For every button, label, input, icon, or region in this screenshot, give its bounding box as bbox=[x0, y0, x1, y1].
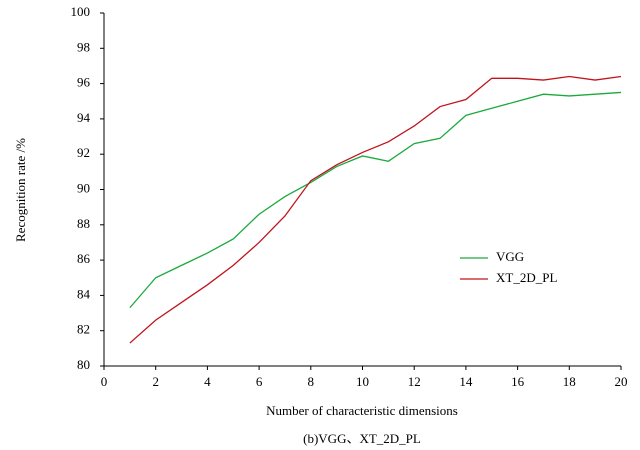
x-tick-label: 10 bbox=[356, 374, 369, 389]
y-tick-label: 96 bbox=[77, 75, 91, 90]
legend-label: VGG bbox=[496, 249, 524, 264]
x-tick-label: 16 bbox=[511, 374, 525, 389]
y-tick-label: 98 bbox=[77, 39, 90, 54]
series-line bbox=[129, 75, 622, 344]
x-tick-label: 8 bbox=[308, 374, 315, 389]
y-tick-label: 100 bbox=[71, 4, 91, 19]
x-tick-label: 20 bbox=[615, 374, 628, 389]
x-tick-label: 0 bbox=[101, 374, 108, 389]
y-tick-label: 84 bbox=[77, 286, 91, 301]
y-tick-label: 92 bbox=[77, 145, 90, 160]
x-tick-label: 6 bbox=[256, 374, 263, 389]
y-tick-label: 80 bbox=[77, 357, 90, 372]
x-tick-label: 18 bbox=[563, 374, 576, 389]
y-tick-label: 82 bbox=[77, 322, 90, 337]
x-tick-label: 14 bbox=[459, 374, 473, 389]
y-tick-label: 94 bbox=[77, 110, 91, 125]
x-axis-label: Number of characteristic dimensions bbox=[266, 403, 458, 418]
y-tick-label: 90 bbox=[77, 180, 90, 195]
x-tick-label: 12 bbox=[408, 374, 421, 389]
series-line bbox=[129, 91, 622, 309]
y-tick-label: 88 bbox=[77, 216, 90, 231]
legend-label: XT_2D_PL bbox=[496, 270, 557, 285]
y-tick-label: 86 bbox=[77, 251, 91, 266]
x-tick-label: 2 bbox=[152, 374, 159, 389]
x-tick-label: 4 bbox=[204, 374, 211, 389]
y-axis-label: Recognition rate /% bbox=[13, 138, 28, 242]
caption: (b)VGG、XT_2D_PL bbox=[303, 431, 421, 446]
